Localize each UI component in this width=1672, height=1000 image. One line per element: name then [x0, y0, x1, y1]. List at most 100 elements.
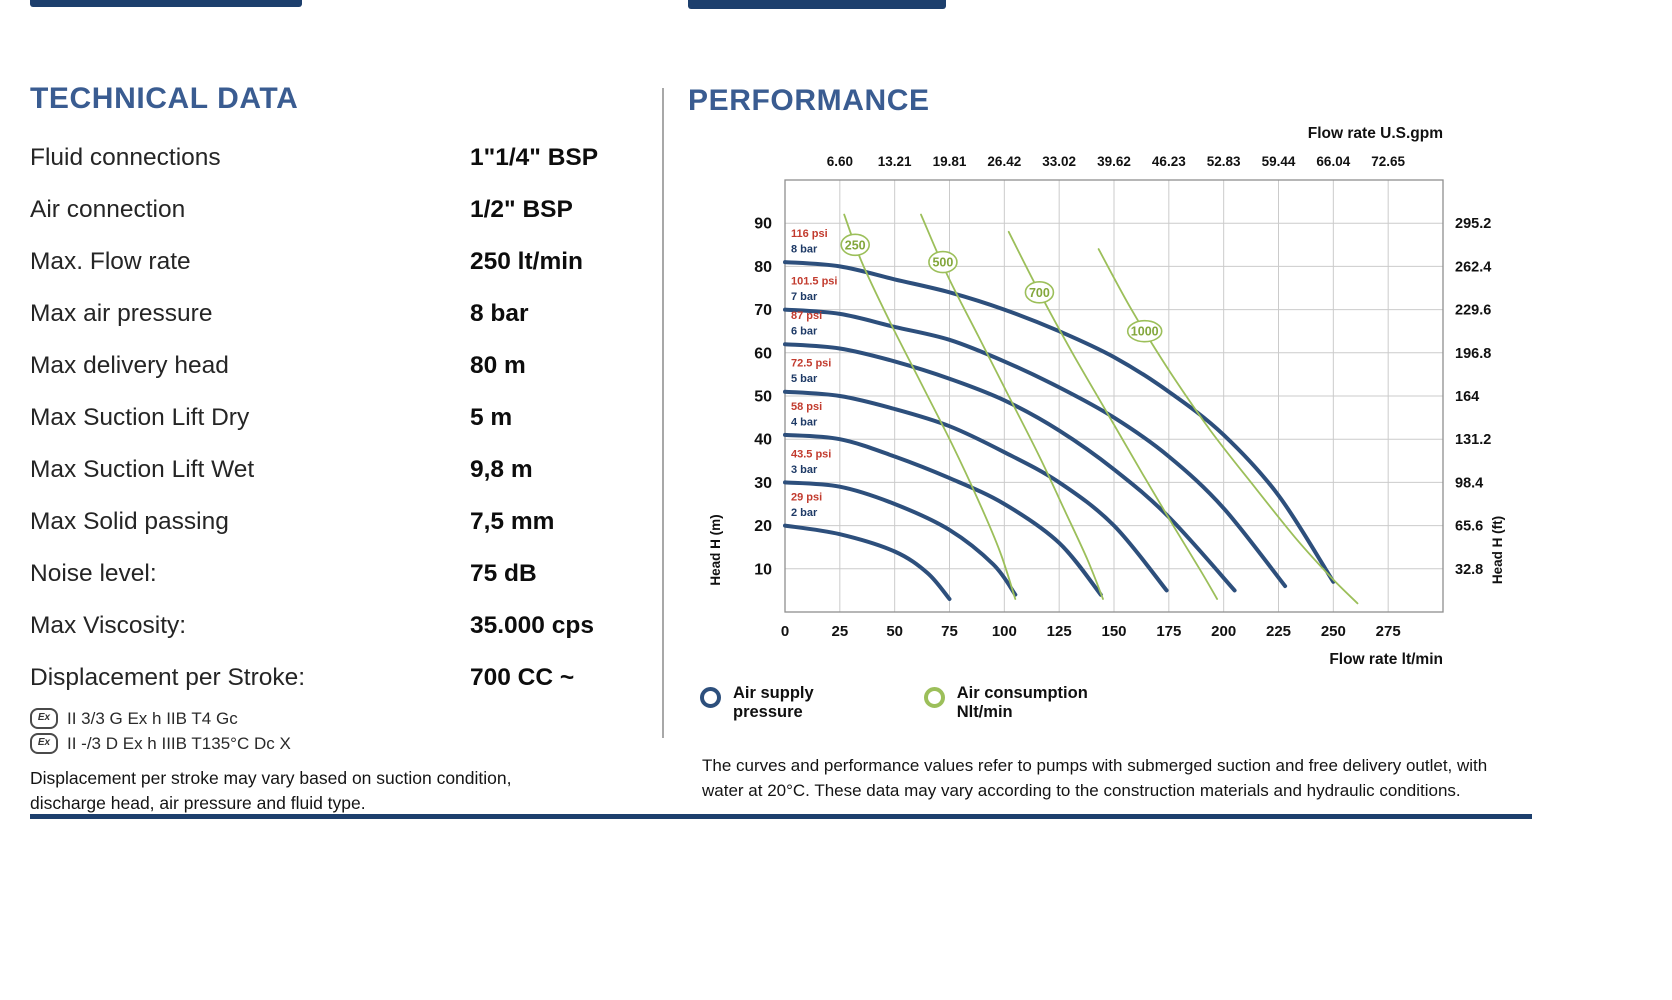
x-tick-label: 200: [1211, 623, 1236, 640]
spec-row: Noise level: 75 dB: [30, 548, 655, 600]
atex-line: Ex II -/3 D Ex h IIIB T135°C Dc X: [30, 731, 655, 756]
psi-label: 87 psi: [791, 310, 822, 322]
spec-row: Max Suction Lift Dry 5 m: [30, 392, 655, 444]
spec-label: Max delivery head: [30, 352, 229, 379]
header-fragment-right: [688, 0, 946, 9]
atex-markings: Ex II 3/3 G Ex h IIB T4 Gc Ex II -/3 D Ex h…: [30, 706, 655, 756]
gpm-tick-label: 39.62: [1097, 154, 1131, 169]
y-tick-label-m: 70: [754, 302, 772, 319]
spec-value: 9,8 m: [470, 456, 533, 483]
x-tick-label: 125: [1047, 623, 1072, 640]
spec-label: Noise level:: [30, 560, 157, 587]
column-divider: [662, 88, 664, 738]
spec-value: 1/2" BSP: [470, 196, 573, 223]
y-tick-label-m: 20: [754, 518, 772, 535]
atex-text: II -/3 D Ex h IIIB T135°C Dc X: [67, 733, 291, 753]
x-tick-label: 75: [941, 623, 958, 640]
psi-label: 43.5 psi: [791, 448, 831, 460]
performance-note-line: water at 20°C. These data may vary accor…: [702, 780, 1461, 800]
x-tick-label: 225: [1266, 623, 1291, 640]
spec-value: 75 dB: [470, 560, 537, 587]
pressure-curve: [783, 480, 1018, 597]
chart-legend: Air supply pressure Air consumption Nlt/min: [700, 684, 1088, 723]
consumption-curve: [843, 213, 1017, 600]
y-tick-label-m: 10: [754, 561, 772, 578]
bar-label: 7 bar: [791, 291, 818, 303]
gpm-tick-label: 72.65: [1371, 154, 1405, 169]
header-fragment-left: [30, 0, 302, 7]
consumption-bubble: [1126, 319, 1163, 343]
technical-note: Displacement per stroke may vary based o…: [30, 766, 655, 816]
y-tick-label-ft: 164: [1455, 389, 1479, 405]
y-tick-label-m: 80: [754, 259, 772, 276]
spec-row: Max Suction Lift Wet 9,8 m: [30, 444, 655, 496]
spec-label: Max Solid passing: [30, 508, 229, 535]
consumption-bubble: [928, 250, 958, 274]
consumption-bubble-value: 700: [1029, 286, 1050, 300]
legend-label: Air consumption Nlt/min: [956, 684, 1088, 722]
x-tick-label: 100: [992, 623, 1017, 640]
spec-label: Max Suction Lift Dry: [30, 404, 250, 431]
x-tick-label: 50: [886, 623, 903, 640]
y-tick-label-ft: 131.2: [1455, 432, 1491, 448]
technical-note-line: discharge head, air pressure and fluid t…: [30, 792, 366, 813]
pressure-curve: [783, 523, 952, 601]
legend-ring-icon: [700, 687, 721, 708]
bar-label: 5 bar: [791, 373, 818, 385]
psi-label: 101.5 psi: [791, 276, 837, 288]
gpm-tick-label: 19.81: [933, 154, 967, 169]
spec-row: Displacement per Stroke: 700 CC ~: [30, 652, 655, 704]
y-axis-left-title: Head H (m): [708, 514, 723, 585]
spec-label: Displacement per Stroke:: [30, 664, 306, 691]
y-tick-label-ft: 65.6: [1455, 519, 1483, 535]
y-tick-label-m: 50: [754, 389, 772, 406]
x-tick-label: 25: [831, 623, 848, 640]
spec-label: Max air pressure: [30, 300, 213, 327]
x-axis-top-title: Flow rate U.S.gpm: [1308, 125, 1443, 142]
y-tick-label-ft: 295.2: [1455, 216, 1491, 232]
consumption-bubble-value: 1000: [1131, 325, 1159, 339]
spec-row: Max. Flow rate 250 lt/min: [30, 236, 655, 288]
y-tick-label-m: 60: [754, 345, 772, 362]
consumption-bubble: [1024, 281, 1055, 304]
spec-value: 8 bar: [470, 300, 529, 327]
y-tick-label-ft: 262.4: [1455, 259, 1491, 275]
performance-note-line: The curves and performance values refer …: [702, 756, 1488, 775]
technical-data-title: TECHNICAL DATA: [30, 82, 299, 115]
y-tick-label-ft: 98.4: [1455, 475, 1483, 491]
gpm-tick-label: 52.83: [1207, 154, 1241, 169]
y-tick-label-ft: 196.8: [1455, 346, 1491, 362]
x-tick-label: 150: [1101, 623, 1126, 640]
spec-value: 250 lt/min: [470, 248, 584, 275]
atex-text: II 3/3 G Ex h IIB T4 Gc: [67, 708, 238, 728]
ex-icon: Ex: [30, 733, 58, 754]
consumption-curve: [1097, 248, 1359, 605]
gpm-tick-label: 6.60: [827, 154, 853, 169]
pressure-curve: [783, 260, 1336, 584]
legend-item: Air consumption Nlt/min: [923, 684, 1088, 723]
consumption-bubble-value: 500: [932, 256, 953, 270]
atex-line: Ex II 3/3 G Ex h IIB T4 Gc: [30, 706, 655, 731]
spec-table: Fluid connections 1"1/4" BSP Air connectio…: [30, 132, 655, 704]
x-tick-label: 175: [1156, 623, 1181, 640]
gpm-tick-label: 66.04: [1316, 154, 1350, 169]
footer-rule: [30, 814, 1532, 819]
spec-label: Max Viscosity:: [30, 612, 187, 639]
spec-label: Max Suction Lift Wet: [30, 456, 255, 483]
performance-chart: 0 25 50 75 100 125 150 175 200 225 250 275 6.60 13.21…: [708, 125, 1505, 668]
x-tick-label: 0: [781, 623, 789, 640]
y-tick-label-ft: 229.6: [1455, 303, 1491, 319]
spec-row: Fluid connections 1"1/4" BSP: [30, 132, 655, 184]
spec-row: Max delivery head 80 m: [30, 340, 655, 392]
bar-label: 6 bar: [791, 326, 818, 338]
spec-row: Air connection 1/2" BSP: [30, 184, 655, 236]
pressure-curve: [783, 307, 1288, 589]
legend-ring-icon: [923, 687, 945, 708]
spec-value: 5 m: [470, 404, 513, 431]
performance-note: The curves and performance values refer …: [702, 754, 1547, 803]
legend-item: Air supply pressure: [700, 684, 814, 723]
y-tick-label-m: 40: [754, 432, 772, 449]
consumption-bubble: [840, 233, 870, 257]
psi-label: 72.5 psi: [791, 358, 831, 370]
